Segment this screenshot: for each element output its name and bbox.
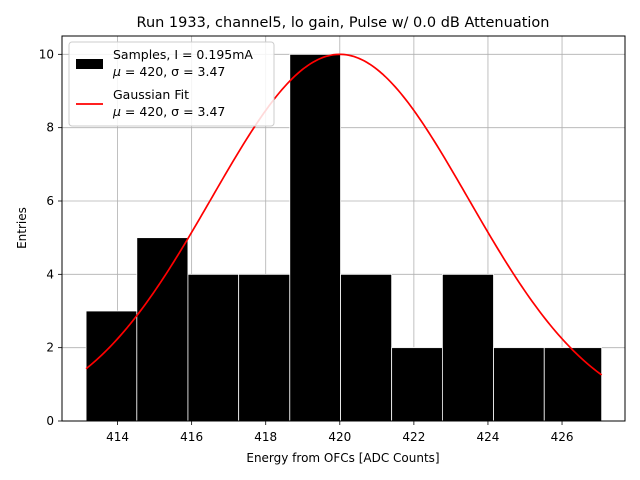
legend-fit-stats-text: = 420, σ = 3.47 — [121, 104, 225, 119]
x-tick-label: 426 — [551, 430, 574, 444]
histogram-bar — [493, 347, 545, 422]
histogram-bar — [85, 310, 138, 422]
histogram-bar — [136, 237, 189, 422]
histogram-bar — [340, 273, 393, 422]
plot-frame — [61, 35, 626, 422]
legend-box — [68, 41, 275, 127]
histogram-bar — [289, 53, 341, 422]
y-tick-label: 4 — [46, 267, 54, 281]
x-tick-label: 418 — [254, 430, 277, 444]
histogram-bar — [391, 347, 443, 422]
legend-samples-stats-text: = 420, σ = 3.47 — [121, 64, 225, 79]
histogram-bar — [187, 273, 240, 422]
chart-title: Run 1933, channel5, lo gain, Pulse w/ 0.… — [137, 15, 550, 31]
y-tick-label: 2 — [46, 341, 54, 355]
legend-samples-label: Samples, I = 0.195mA — [113, 47, 253, 62]
y-tick-label: 10 — [39, 47, 54, 61]
x-axis-label: Energy from OFCs [ADC Counts] — [246, 451, 439, 465]
gaussian-fit-curve — [85, 53, 603, 376]
legend-fit-stats: μ = 420, σ = 3.47 — [112, 104, 225, 119]
x-axis-ticks: 414 416 418 420 422 424 426 — [106, 421, 573, 444]
y-axis-ticks: 0 2 4 6 8 10 — [39, 47, 62, 428]
y-tick-label: 8 — [46, 121, 54, 135]
legend-fit-label: Gaussian Fit — [113, 87, 189, 102]
legend-samples-stats: μ = 420, σ = 3.47 — [112, 64, 225, 79]
histogram-bar — [441, 273, 494, 422]
x-tick-label: 414 — [106, 430, 129, 444]
y-tick-label: 0 — [46, 414, 54, 428]
x-tick-label: 422 — [402, 430, 425, 444]
y-axis-label: Entries — [15, 207, 29, 249]
histogram-bar — [238, 273, 291, 422]
legend-samples-swatch — [76, 59, 103, 69]
x-tick-label: 424 — [477, 430, 500, 444]
legend-samples-mu-symbol: μ — [112, 64, 121, 79]
histogram-bars — [85, 53, 603, 422]
legend-fit-mu-symbol: μ — [112, 104, 121, 119]
y-tick-label: 6 — [46, 194, 54, 208]
histogram-bar — [543, 347, 603, 422]
gaussian-fit-layer — [85, 53, 603, 376]
x-tick-label: 416 — [180, 430, 203, 444]
x-tick-label: 420 — [328, 430, 351, 444]
legend: Samples, I = 0.195mA μ = 420, σ = 3.47 G… — [68, 41, 275, 127]
